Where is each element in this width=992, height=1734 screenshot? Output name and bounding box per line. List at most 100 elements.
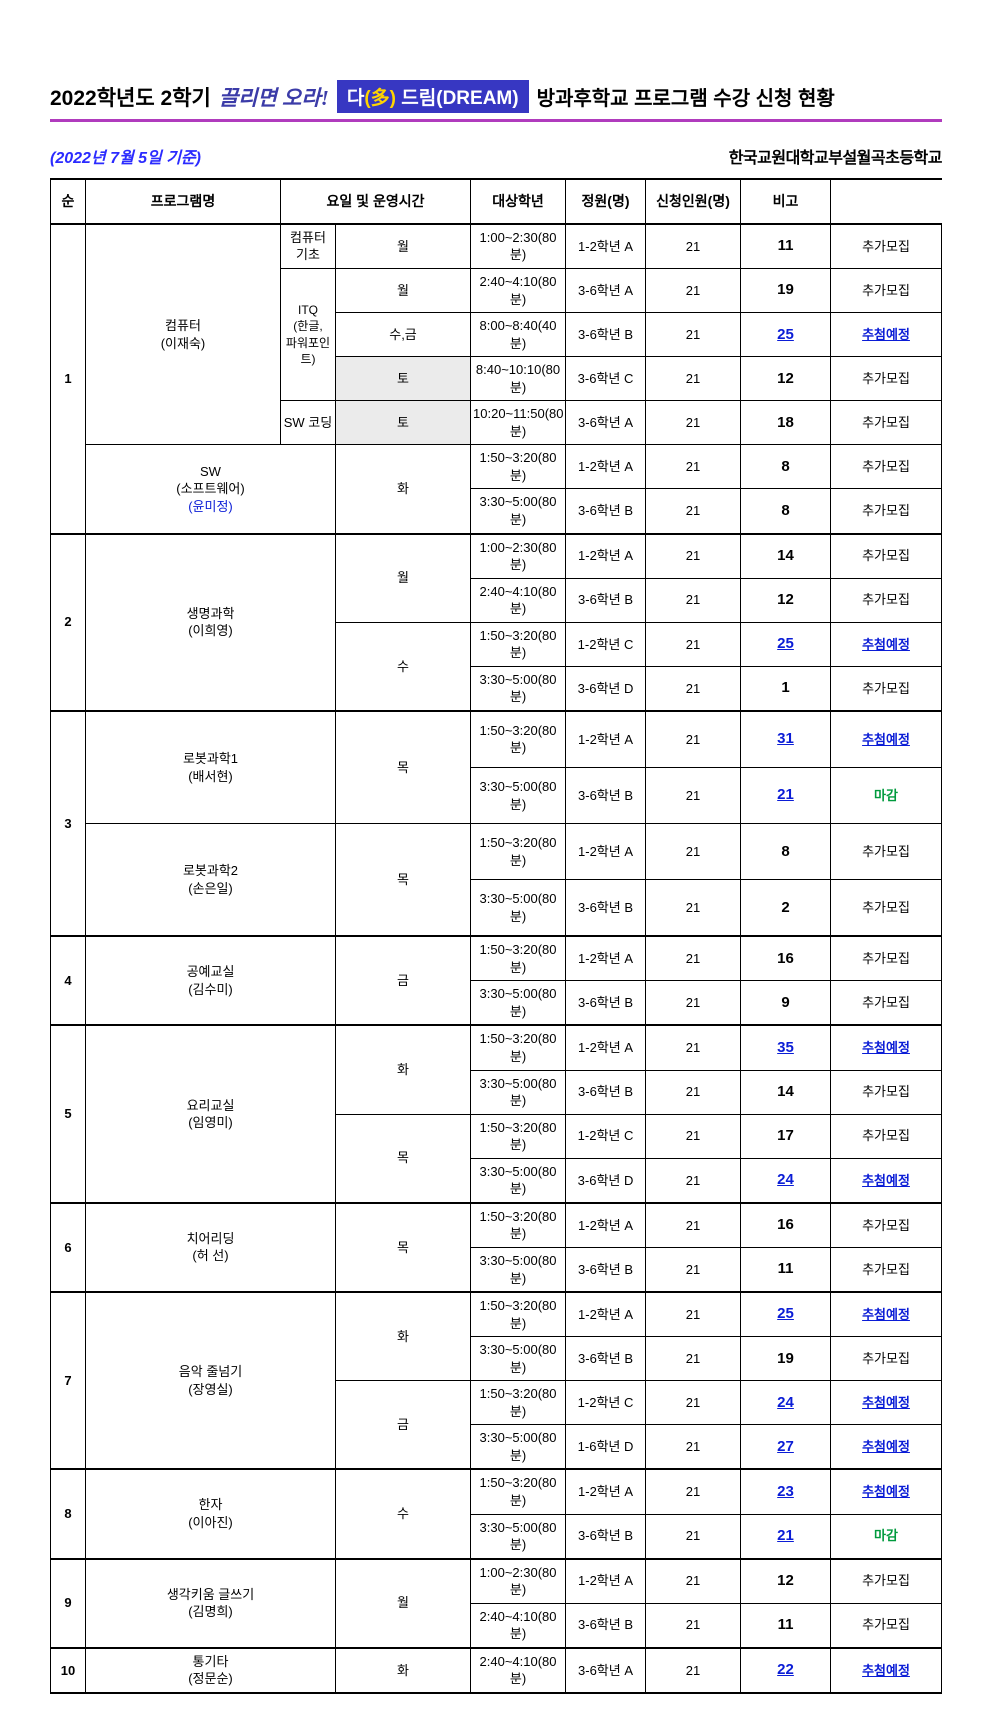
app-cell: 1	[741, 666, 831, 711]
table-row: 8 한자 (이아진) 수 1:50~3:20(80분) 1-2학년 A 21 2…	[51, 1469, 942, 1514]
day-cell: 토	[336, 357, 471, 401]
prog-teacher: (배서현)	[88, 768, 333, 786]
grade-cell: 1-2학년 C	[566, 1114, 646, 1158]
grade-cell: 3-6학년 B	[566, 1337, 646, 1381]
grade-cell: 1-2학년 C	[566, 622, 646, 666]
grade-cell: 3-6학년 B	[566, 578, 646, 622]
time-cell: 1:00~2:30(80분)	[471, 1559, 566, 1604]
prog-name: 로봇과학1	[88, 750, 333, 768]
note-cell: 추첨예정	[831, 313, 942, 357]
app-cell: 12	[741, 1559, 831, 1604]
app-cell: 11	[741, 224, 831, 269]
time-cell: 1:50~3:20(80분)	[471, 711, 566, 768]
app-cell: 22	[741, 1648, 831, 1693]
grade-cell: 1-2학년 A	[566, 1025, 646, 1070]
app-cell: 14	[741, 534, 831, 579]
prog-name: 생명과학	[88, 605, 333, 623]
grade-cell: 1-2학년 A	[566, 1469, 646, 1514]
dream-badge: 다(多) 드림(DREAM)	[337, 80, 529, 113]
note-cell: 추첨예정	[831, 1158, 942, 1203]
prog-name: 생각키움 글쓰기	[88, 1586, 333, 1604]
table-row: 6 치어리딩 (허 선) 목 1:50~3:20(80분) 1-2학년 A 21…	[51, 1203, 942, 1248]
time-cell: 1:50~3:20(80분)	[471, 1469, 566, 1514]
note-cell: 추가모집	[831, 445, 942, 489]
app-cell: 16	[741, 1203, 831, 1248]
app-cell: 25	[741, 622, 831, 666]
time-cell: 3:30~5:00(80분)	[471, 666, 566, 711]
day-cell: 월	[336, 1559, 471, 1648]
idx-cell: 4	[51, 936, 86, 1025]
prog-cell: 치어리딩 (허 선)	[86, 1203, 336, 1292]
time-cell: 2:40~4:10(80분)	[471, 1603, 566, 1648]
cap-cell: 21	[646, 1247, 741, 1292]
cap-cell: 21	[646, 1514, 741, 1559]
prog-cell: 생각키움 글쓰기 (김명희)	[86, 1559, 336, 1648]
note-cell: 추가모집	[831, 489, 942, 534]
note-cell: 추가모집	[831, 880, 942, 937]
time-cell: 1:50~3:20(80분)	[471, 622, 566, 666]
app-cell: 11	[741, 1603, 831, 1648]
col-grade: 대상학년	[471, 179, 566, 224]
col-note: 비고	[741, 179, 831, 224]
idx-cell: 5	[51, 1025, 86, 1202]
time-cell: 2:40~4:10(80분)	[471, 1648, 566, 1693]
prog-name: 한자	[88, 1496, 333, 1514]
prog-teacher: (허 선)	[88, 1247, 333, 1265]
sub-prog: SW 코딩	[281, 401, 336, 445]
idx-cell: 10	[51, 1648, 86, 1693]
cap-cell: 21	[646, 578, 741, 622]
prog-teacher: (윤미정)	[88, 498, 333, 516]
sub-prog: ITQ (한글, 파워포인트)	[281, 268, 336, 400]
cap-cell: 21	[646, 1025, 741, 1070]
cap-cell: 21	[646, 357, 741, 401]
badge-paren: (多)	[364, 88, 396, 109]
prog-teacher: (정문순)	[88, 1670, 333, 1688]
time-cell: 3:30~5:00(80분)	[471, 1070, 566, 1114]
grade-cell: 3-6학년 A	[566, 268, 646, 312]
cap-cell: 21	[646, 1158, 741, 1203]
prog-cell: 음악 줄넘기 (장영실)	[86, 1292, 336, 1469]
cap-cell: 21	[646, 224, 741, 269]
app-cell: 21	[741, 1514, 831, 1559]
badge-post: 드림(DREAM)	[396, 88, 519, 109]
page-title: 방과후학교 프로그램 수강 신청 현황	[537, 82, 835, 111]
time-cell: 1:50~3:20(80분)	[471, 1292, 566, 1337]
col-prog: 프로그램명	[86, 179, 281, 224]
app-cell: 18	[741, 401, 831, 445]
grade-cell: 1-2학년 A	[566, 1203, 646, 1248]
prog-teacher: (이재숙)	[88, 335, 278, 353]
table-row: 3 로봇과학1 (배서현) 목 1:50~3:20(80분) 1-2학년 A 2…	[51, 711, 942, 768]
prog-cell: 요리교실 (임영미)	[86, 1025, 336, 1202]
grade-cell: 3-6학년 A	[566, 401, 646, 445]
prog-cell: 한자 (이아진)	[86, 1469, 336, 1558]
grade-cell: 3-6학년 A	[566, 1648, 646, 1693]
prog-teacher: (손은일)	[88, 880, 333, 898]
grade-cell: 3-6학년 B	[566, 489, 646, 534]
subhead: (2022년 7월 5일 기준) 한국교원대학교부설월곡초등학교	[50, 144, 942, 168]
cap-cell: 21	[646, 824, 741, 880]
app-cell: 12	[741, 357, 831, 401]
time-cell: 8:00~8:40(40분)	[471, 313, 566, 357]
grade-cell: 3-6학년 B	[566, 768, 646, 824]
program-table: 순 프로그램명 요일 및 운영시간 대상학년 정원(명) 신청인원(명) 비고 …	[50, 178, 942, 1694]
app-cell: 2	[741, 880, 831, 937]
note-cell: 마감	[831, 768, 942, 824]
grade-cell: 1-2학년 A	[566, 1292, 646, 1337]
day-cell: 수,금	[336, 313, 471, 357]
cap-cell: 21	[646, 981, 741, 1026]
time-cell: 3:30~5:00(80분)	[471, 880, 566, 937]
table-row: 9 생각키움 글쓰기 (김명희) 월 1:00~2:30(80분) 1-2학년 …	[51, 1559, 942, 1604]
idx-cell: 9	[51, 1559, 86, 1648]
time-cell: 3:30~5:00(80분)	[471, 981, 566, 1026]
grade-cell: 3-6학년 B	[566, 1247, 646, 1292]
note-cell: 마감	[831, 1514, 942, 1559]
grade-cell: 1-6학년 D	[566, 1425, 646, 1470]
time-cell: 3:30~5:00(80분)	[471, 489, 566, 534]
idx-cell: 6	[51, 1203, 86, 1292]
table-row: 10 통기타 (정문순) 화 2:40~4:10(80분) 3-6학년 A 21…	[51, 1648, 942, 1693]
sub-prog-line: 파워포인트)	[283, 335, 333, 367]
time-cell: 3:30~5:00(80분)	[471, 1514, 566, 1559]
day-cell: 화	[336, 445, 471, 534]
day-cell: 금	[336, 936, 471, 1025]
note-cell: 추가모집	[831, 666, 942, 711]
